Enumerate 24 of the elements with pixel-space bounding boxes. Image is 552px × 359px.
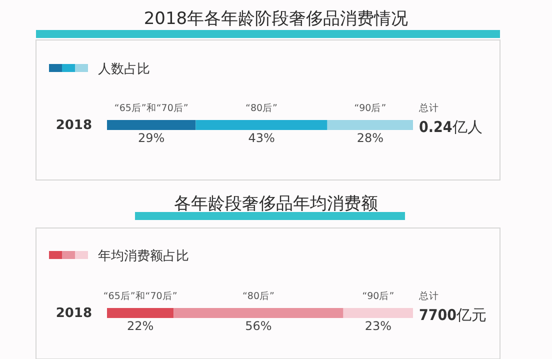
series-label: “90后”	[354, 102, 386, 114]
text: 0.24亿人	[419, 118, 482, 136]
data-label: 28%	[356, 131, 384, 145]
text: 总计	[418, 102, 439, 114]
text: 总计	[418, 290, 439, 302]
data-label: 43%	[248, 131, 275, 145]
text: 7700亿元	[419, 306, 487, 324]
legend: 人数占比	[49, 62, 150, 77]
chart-title: 各年龄段奢侈品年均消费额	[174, 194, 378, 214]
series-label: “65后”和“70后”	[103, 290, 178, 302]
data-label: 29%	[138, 131, 165, 145]
data-label: 23%	[364, 319, 392, 333]
series-label: “80后”	[246, 102, 278, 114]
y-tick-label: 2018	[56, 118, 92, 133]
data-label: 56%	[245, 319, 272, 333]
chart-title: 2018年各年龄阶段奢侈品消费情况	[144, 9, 408, 29]
series-label: “65后”和“70后”	[114, 102, 188, 114]
data-label: 22%	[126, 319, 154, 333]
series-label: “90后”	[362, 290, 394, 302]
y-tick-label: 2018	[56, 306, 92, 321]
legend-title: 人数占比	[98, 62, 150, 77]
legend-title: 年均消费额占比	[98, 249, 189, 264]
legend: 年均消费额占比	[49, 249, 189, 264]
series-label: “80后”	[242, 290, 275, 302]
